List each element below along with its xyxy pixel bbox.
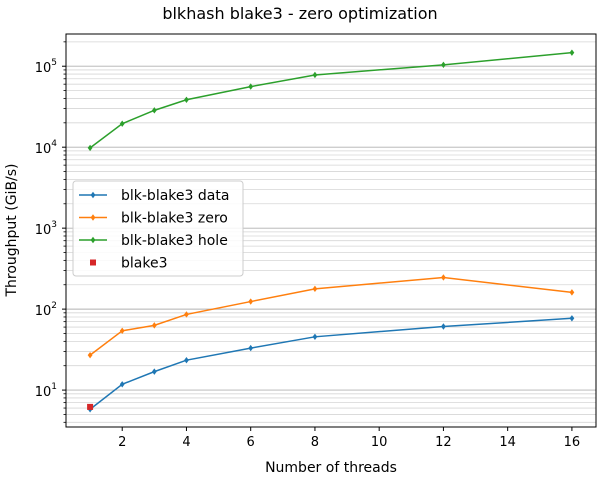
x-tick-label: 8 [311,435,319,450]
chart-title: blkhash blake3 - zero optimization [162,4,437,23]
legend: blk-blake3 data blk-blake3 zero blk-blake3… [72,180,244,277]
x-tick-label: 4 [182,435,190,450]
data-point [248,83,254,90]
data-point [441,274,446,281]
legend-item: blake3 [90,256,167,272]
data-point [312,333,318,341]
x-axis-ticks: 2 4 6 8 10 12 14 16 [118,427,580,450]
y-tick-label: 101 [35,382,57,400]
legend-item: blk-blake3 hole [79,233,228,249]
plot-series [87,49,575,413]
data-point [87,351,93,359]
data-point [184,311,189,318]
grid-lines [63,41,596,423]
series-line [89,276,572,356]
data-point [151,107,157,114]
data-point [569,49,575,56]
data-point [87,144,93,152]
legend-marker [90,214,96,221]
data-point [119,120,125,127]
data-point [569,315,575,322]
data-point [184,356,189,364]
data-point [312,285,318,293]
legend-box [72,180,244,277]
x-tick-label: 10 [371,435,388,450]
data-point [248,344,254,352]
y-tick-label: 103 [35,220,57,238]
data-point [119,327,125,334]
legend-marker [90,191,96,199]
x-tick-label: 16 [564,435,581,450]
legend-item: blk-blake3 data [79,188,229,204]
legend-label: blk-blake3 hole [121,233,228,249]
series-blk-blake3-hole [87,49,575,152]
legend-item: blk-blake3 zero [79,211,228,227]
legend-marker [90,236,96,244]
plot-frame [65,33,597,428]
legend-items: blk-blake3 data blk-blake3 zero blk-blake3… [79,188,229,272]
data-point [312,71,318,79]
series-line [89,317,572,410]
legend-marker [90,259,96,266]
y-axis-label: Throughput (GiB/s) [4,163,20,297]
data-point [151,322,157,329]
legend-label: blk-blake3 data [121,188,229,204]
data-point [184,96,189,103]
y-tick-label: 102 [35,301,57,319]
data-point [441,61,446,69]
legend-label: blk-blake3 zero [121,211,228,227]
y-tick-label: 105 [35,58,57,76]
x-axis-label: Number of threads [265,460,397,476]
data-point [441,323,446,330]
series-blake3 [87,403,94,410]
x-tick-label: 14 [499,435,516,450]
y-axis-ticks: 101 102 103 104 105 [35,58,66,400]
data-point [569,289,575,296]
data-point [87,403,94,410]
series-line [89,51,572,149]
x-tick-label: 12 [435,435,452,450]
series-blk-blake3-zero [87,274,575,359]
data-point [119,381,125,388]
x-tick-label: 6 [247,435,255,450]
data-point [151,368,157,375]
legend-label: blake3 [121,256,167,272]
data-point [248,298,254,305]
y-tick-label: 104 [35,139,58,157]
x-tick-label: 2 [118,435,126,450]
